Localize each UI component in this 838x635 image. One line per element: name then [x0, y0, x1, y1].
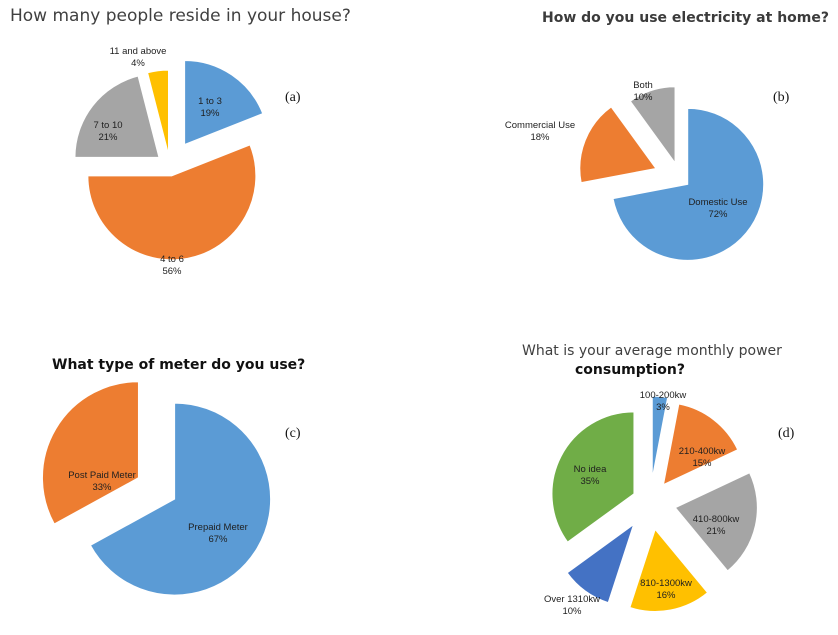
- pie-a-slice-0: [184, 59, 264, 146]
- pie-d-slice-5-label: No idea: [574, 464, 607, 475]
- pie-b-slice-2-label: Both: [633, 80, 653, 91]
- pie-b-slice-2: [629, 86, 676, 165]
- pie-d-slice-5: [551, 411, 635, 543]
- panel-label-b: (b): [773, 90, 790, 105]
- pie-a-slice-0-percent: 19%: [200, 108, 220, 119]
- pie-b-slice-0-label: Domestic Use: [688, 197, 747, 208]
- pie-a-slice-2-percent: 21%: [98, 132, 118, 143]
- panel-label-a: (a): [285, 90, 301, 105]
- pie-a-slice-1-percent: 56%: [162, 266, 182, 277]
- pie-c-slice-1-label: Post Paid Meter: [68, 470, 136, 481]
- panel-label-c: (c): [285, 426, 301, 441]
- pie-d-slice-2: [674, 472, 758, 572]
- pie-a-slice-1-label: 4 to 6: [160, 254, 184, 265]
- pie-b-slice-0-percent: 72%: [708, 209, 728, 220]
- pie-d-slice-0-label: 100-200kw: [640, 390, 687, 401]
- pie-a-slice-2-label: 7 to 10: [93, 120, 122, 131]
- chart-d-title-line2: consumption?: [575, 362, 685, 378]
- pie-b-slice-0: [612, 107, 765, 261]
- pie-b-slice-1-percent: 18%: [530, 132, 550, 143]
- chart-a-title: How many people reside in your house?: [10, 6, 351, 26]
- pie-c-slice-1: [41, 381, 139, 525]
- chart-b-title: How do you use electricity at home?: [542, 10, 829, 26]
- pie-c-slice-1-percent: 33%: [92, 482, 112, 493]
- pie-c-slice-0: [89, 402, 272, 596]
- pie-b-slice-2-percent: 10%: [633, 92, 653, 103]
- pie-d-slice-0: [651, 395, 669, 479]
- pie-a-slice-3-label: 11 and above: [110, 46, 167, 57]
- pie-c-slice-0-percent: 67%: [208, 534, 228, 545]
- pie-d-slice-2-label: 410-800kw: [693, 514, 740, 525]
- pie-c-slice-0-label: Prepaid Meter: [188, 522, 248, 533]
- pie-d-slice-1-label: 210-400kw: [679, 446, 726, 457]
- pie-a-slice-3: [146, 69, 169, 155]
- pie-d-slice-1-percent: 15%: [692, 458, 712, 469]
- chart-c-title: What type of meter do you use?: [52, 357, 306, 373]
- pie-a-slice-3-percent: 4%: [131, 58, 145, 69]
- pie-b-slice-1-label: Commercial Use: [505, 120, 575, 131]
- pie-d-slice-4-label: Over 1310kw: [544, 594, 600, 605]
- panel-label-d: (d): [778, 426, 795, 441]
- pie-d-slice-3: [629, 528, 709, 612]
- pie-d-slice-3-label: 810-1300kw: [640, 578, 692, 589]
- pie-d-slice-5-percent: 35%: [580, 476, 600, 487]
- pie-d-slice-4: [566, 523, 635, 604]
- pie-a-slice-0-label: 1 to 3: [198, 96, 222, 107]
- pie-a-slice-1: [87, 144, 257, 261]
- pie-d-slice-0-percent: 3%: [656, 402, 670, 413]
- pie-d-slice-1: [662, 403, 739, 486]
- pie-a-slice-2: [74, 75, 160, 158]
- pie-d-slice-4-percent: 10%: [562, 606, 582, 617]
- chart-d-title-line1: What is your average monthly power: [522, 343, 782, 359]
- pie-d-slice-3-percent: 16%: [656, 590, 676, 601]
- pie-d-slice-2-percent: 21%: [706, 526, 726, 537]
- pie-b-slice-1: [579, 106, 657, 184]
